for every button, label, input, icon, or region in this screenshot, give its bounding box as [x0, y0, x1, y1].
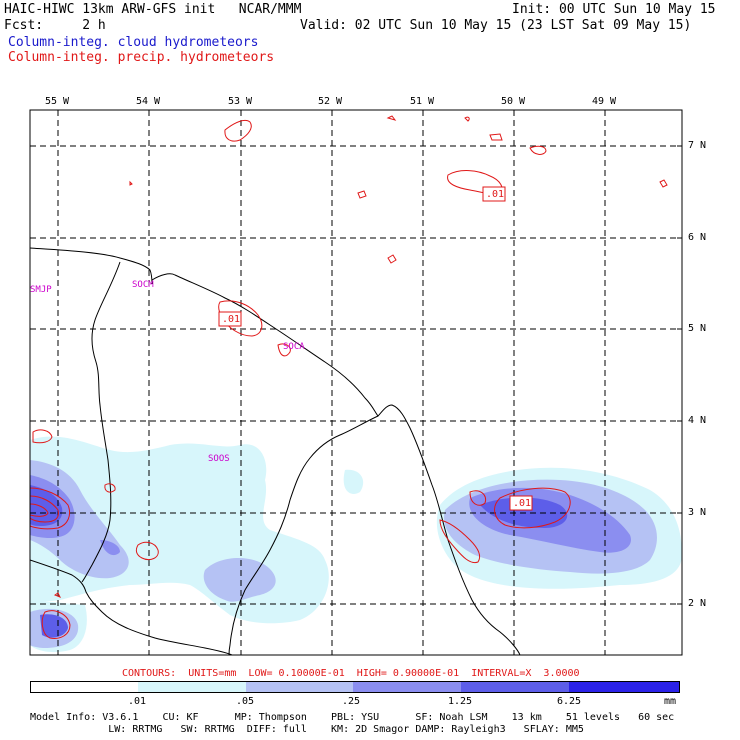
colorbar-tick-label: .25: [342, 696, 361, 707]
valid-time: Valid: 02 UTC Sun 10 May 15 (23 LST Sat …: [300, 18, 692, 33]
colorbar-segment: [31, 682, 138, 692]
colorbar-tick-label: .01: [128, 696, 147, 707]
model-info-line1: Model Info: V3.6.1 CU: KF MP: Thompson P…: [30, 712, 675, 723]
border-line: [30, 559, 233, 655]
precip-contour: [30, 487, 71, 530]
legend-precip-hydrometeors: Column-integ. precip. hydrometeors: [8, 50, 275, 65]
colorbar-segment: [461, 682, 569, 692]
colorbar-segment: [246, 682, 353, 692]
axis-ticks: [57, 110, 682, 605]
lat-tick-label: 6 N: [688, 232, 707, 243]
lon-tick-label: 54 W: [136, 96, 161, 107]
colorbar-tick-label: .05: [236, 696, 255, 707]
precip-contour: [104, 483, 116, 493]
station-label: SOCA: [283, 342, 305, 352]
lon-tick-label: 52 W: [318, 96, 343, 107]
contour-label-box: [482, 186, 506, 202]
lat-tick-label: 3 N: [688, 507, 707, 518]
station-label: SOCM: [132, 280, 154, 290]
precip-contour: [529, 145, 547, 155]
plot-title: HAIC-HIWC 13km ARW-GFS init NCAR/MMM: [4, 2, 302, 17]
precip-contour: [489, 133, 503, 141]
colorbar-tick-label: 1.25: [448, 696, 473, 707]
cloud-shading-region: [30, 485, 63, 526]
colorbar: [30, 681, 680, 693]
station-label: SOOS: [208, 454, 230, 464]
legend-cloud-hydrometeors: Column-integ. cloud hydrometeors: [8, 35, 259, 50]
shaded-field: [30, 436, 682, 653]
border-line: [81, 261, 121, 583]
colorbar-segment: [569, 682, 679, 692]
precip-contour: [135, 541, 159, 561]
cloud-shading-region: [203, 558, 276, 602]
precip-contour: [494, 487, 571, 529]
precip-contour: [387, 254, 397, 264]
graticule: [30, 110, 682, 655]
precip-contour: [41, 610, 71, 639]
border-line: [228, 415, 379, 655]
precip-contour: [224, 119, 252, 142]
precip-contour: [469, 490, 487, 506]
lat-tick-label: 5 N: [688, 323, 707, 334]
lon-tick-label: 50 W: [501, 96, 526, 107]
coastline: [30, 247, 153, 285]
lat-tick-label: 2 N: [688, 598, 707, 609]
precip-contour: [32, 429, 53, 444]
init-time: Init: 00 UTC Sun 10 May 15: [512, 2, 716, 17]
lon-tick-label: 53 W: [228, 96, 253, 107]
precip-contour: [277, 343, 291, 357]
contour-label-box: [218, 311, 242, 327]
precip-contour: [129, 180, 133, 186]
colorbar-tick-label: 6.25: [557, 696, 582, 707]
colorbar-units: mm: [664, 696, 677, 707]
contour-label: .01: [222, 314, 241, 325]
lon-tick-label: 49 W: [592, 96, 617, 107]
lon-tick-label: 51 W: [410, 96, 435, 107]
colorbar-segment: [353, 682, 461, 692]
colorbar-segment: [138, 682, 246, 692]
cloud-shading-region: [343, 469, 364, 494]
contour-label-box: [509, 495, 533, 511]
precip-contour: [30, 503, 49, 517]
precip-contour: [30, 495, 59, 523]
cloud-shading-region: [100, 540, 120, 556]
precip-contour: [386, 115, 397, 121]
contours-info: CONTOURS: UNITS=mm LOW= 0.10000E-01 HIGH…: [122, 668, 580, 679]
lat-tick-label: 4 N: [688, 415, 707, 426]
precip-contour: [439, 519, 481, 564]
cloud-shading-region: [40, 614, 68, 638]
lat-tick-label: 7 N: [688, 140, 707, 151]
contour-label: .01: [486, 189, 505, 200]
contour-label: .01: [513, 498, 532, 509]
lon-tick-label: 55 W: [45, 96, 70, 107]
map-frame: [29, 109, 683, 656]
precip-contour: [357, 190, 367, 199]
precip-contour: [53, 592, 62, 598]
precip-contour: [659, 179, 668, 188]
precip-contour: [464, 116, 470, 122]
station-label: SMJP: [30, 285, 52, 295]
forecast-hour: Fcst: 2 h: [4, 18, 106, 33]
model-info-line2: LW: RRTMG SW: RRTMG DIFF: full KM: 2D Sm…: [30, 724, 584, 735]
